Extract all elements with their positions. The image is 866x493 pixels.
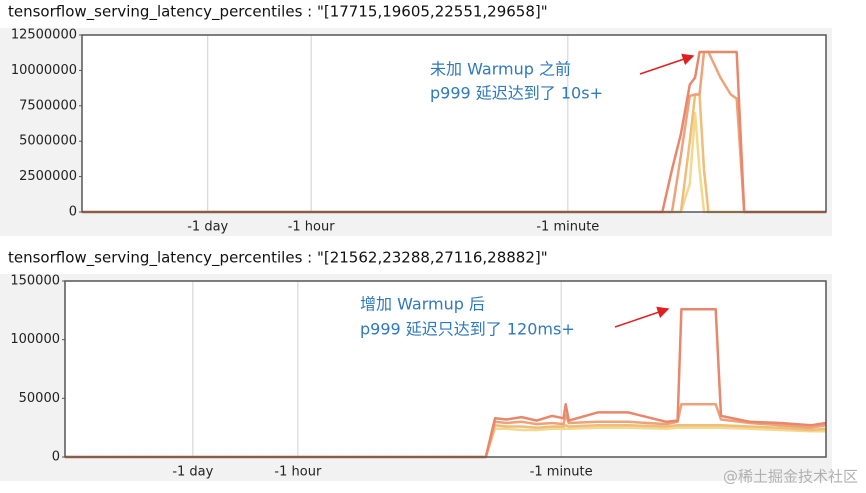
annotation-arrow	[614, 306, 670, 328]
x-tick-label: -1 minute	[530, 465, 593, 480]
y-tick-label: 5000000	[19, 134, 77, 149]
y-tick-label: 50000	[19, 391, 60, 406]
y-tick-label: 150000	[10, 274, 60, 289]
annotation: 增加 Warmup 后	[360, 295, 485, 314]
x-tick-label: -1 minute	[536, 220, 599, 235]
chart-title: tensorflow_serving_latency_percentiles :…	[8, 3, 548, 22]
series-line	[82, 50, 826, 214]
annotation: 未加 Warmup 之前	[430, 60, 571, 79]
y-tick-label: 100000	[10, 332, 60, 347]
series-line	[65, 307, 827, 459]
x-tick-label: -1 day	[172, 465, 213, 480]
annotation-arrow	[639, 53, 695, 75]
annotation: p999 延迟只达到了 120ms+	[360, 320, 575, 339]
series-line	[65, 424, 827, 459]
y-tick-label: 12500000	[11, 28, 77, 43]
y-tick-label: 2500000	[19, 169, 77, 184]
plot-border	[81, 34, 827, 213]
y-tick-label: 7500000	[19, 98, 77, 113]
watermark: @稀土掘金技术社区	[723, 468, 858, 486]
series-line	[65, 426, 826, 459]
x-tick-label: -1 hour	[288, 220, 336, 235]
y-tick-label: 10000000	[11, 63, 77, 78]
y-tick-label: 0	[69, 205, 77, 220]
series-line	[65, 402, 827, 459]
x-tick-label: -1 day	[187, 220, 228, 235]
x-tick-label: -1 hour	[274, 465, 322, 480]
y-tick-label: 0	[52, 450, 60, 465]
chart-title: tensorflow_serving_latency_percentiles :…	[8, 249, 548, 268]
plot-border	[64, 280, 827, 458]
annotation: p999 延迟达到了 10s+	[430, 84, 603, 103]
